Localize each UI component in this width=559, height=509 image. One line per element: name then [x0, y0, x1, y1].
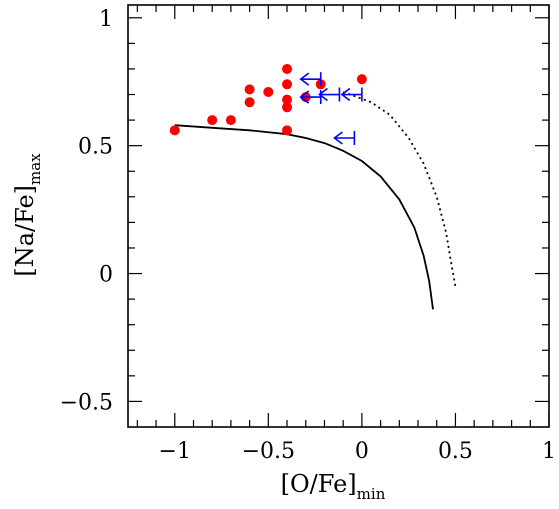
red-data-point [225, 115, 236, 126]
arrow-head [333, 131, 343, 145]
red-data-point [169, 125, 180, 136]
x-axis-label: [O/Fe]min [281, 470, 386, 503]
x-axis-label-main: [O/Fe] [281, 470, 357, 498]
red-data-point [282, 63, 293, 74]
arrow-head [318, 87, 328, 102]
x-tick-label: 0 [355, 439, 369, 464]
red-points [169, 63, 367, 136]
tick-labels: −1 −0.5 0 0.5 1 −0.5 0 0.5 1 [60, 7, 556, 464]
red-data-point [244, 84, 255, 95]
y-tick-label: 0.5 [78, 135, 113, 160]
y-tick-label: 0 [99, 263, 113, 288]
x-tick-label: 1 [542, 439, 556, 464]
dotted-curve [342, 91, 457, 287]
solid-curve [174, 124, 434, 310]
axis-ticks [128, 5, 550, 427]
upper-limit-arrow [340, 87, 363, 102]
red-data-point [207, 115, 218, 126]
y-tick-label: −0.5 [60, 390, 113, 415]
upper-limit-arrow [333, 130, 356, 145]
red-data-point [282, 102, 293, 113]
x-axis-label-sub: min [357, 485, 386, 503]
blue-upper-limits [299, 72, 363, 145]
upper-limit-arrow [318, 87, 341, 102]
red-data-point [263, 86, 274, 97]
y-tick-label: 1 [99, 7, 113, 32]
x-tick-label: 0.5 [438, 439, 473, 464]
arrow-head [299, 72, 310, 86]
x-tick-label: −0.5 [242, 439, 295, 464]
red-data-point [282, 79, 293, 90]
y-axis-label-main: [Na/Fe] [11, 185, 39, 277]
red-data-point [244, 97, 255, 108]
arrow-head [299, 90, 310, 104]
x-tick-label: −1 [159, 439, 191, 464]
red-data-point [282, 94, 293, 105]
upper-limit-arrow [299, 72, 322, 87]
red-data-point [356, 74, 367, 85]
y-axis-label: [Na/Fe]max [11, 153, 44, 277]
y-axis-label-sub: max [26, 153, 44, 185]
upper-limit-arrow [299, 90, 322, 105]
red-data-point [282, 125, 293, 136]
arrow-head [340, 87, 351, 102]
model-curves [174, 91, 457, 310]
plot-frame [127, 4, 550, 428]
